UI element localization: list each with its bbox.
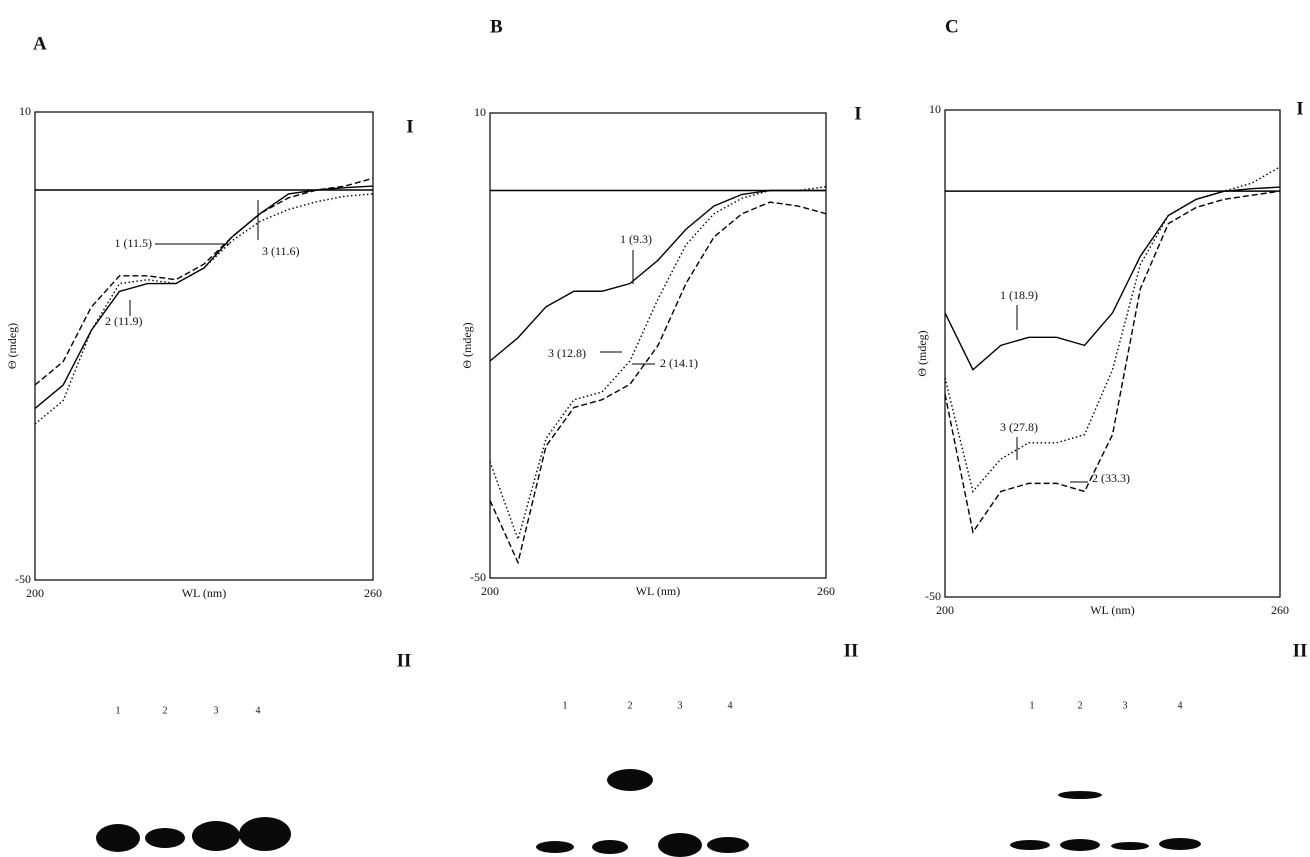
spectrum-line: [490, 187, 826, 540]
spectrum-line: [35, 194, 373, 424]
section-label: I: [854, 103, 861, 124]
section-label: I: [1296, 98, 1303, 119]
gel-band: [536, 841, 574, 853]
curve-annotation: 3 (11.6): [262, 244, 300, 258]
gel-band: [239, 817, 291, 851]
lane-label: 1: [116, 705, 121, 716]
spectrum-line: [35, 178, 373, 385]
lane-label: 4: [256, 705, 261, 716]
x-tick-label: 260: [364, 586, 382, 600]
y-axis-label: Θ (mdeg): [460, 322, 474, 368]
y-tick-label: -50: [925, 589, 941, 603]
gel-band: [658, 833, 702, 857]
x-tick-label: 200: [26, 586, 44, 600]
curve-annotation: 2 (33.3): [1092, 471, 1130, 485]
curve-annotation: 2 (11.9): [105, 314, 143, 328]
y-axis-label: Θ (mdeg): [915, 330, 929, 376]
gel-band: [707, 837, 749, 853]
x-tick-label: 200: [481, 584, 499, 598]
lane-label: 3: [678, 700, 683, 711]
panel-letter: C: [945, 16, 959, 37]
y-axis-label: Θ (mdeg): [5, 323, 19, 369]
lane-label: 2: [1078, 700, 1083, 711]
curve-annotation: 2 (14.1): [660, 356, 698, 370]
x-axis-label: WL (nm): [1090, 603, 1135, 617]
gel-band: [96, 824, 140, 852]
panel-letter: B: [490, 16, 503, 37]
x-tick-label: 260: [817, 584, 835, 598]
panel-letter: A: [33, 33, 47, 54]
x-tick-label: 200: [936, 603, 954, 617]
curve-annotation: 1 (11.5): [114, 236, 152, 250]
y-tick-label: -50: [15, 572, 31, 586]
lane-label: 1: [1030, 700, 1035, 711]
curve-annotation: 1 (9.3): [620, 232, 652, 246]
gel-band: [1058, 791, 1102, 799]
curve-annotation: 1 (18.9): [1000, 288, 1038, 302]
curve-annotation: 3 (27.8): [1000, 420, 1038, 434]
plot-frame: [945, 110, 1280, 597]
plot-frame: [35, 112, 373, 580]
y-tick-label: 10: [474, 105, 486, 119]
gel-band: [1010, 840, 1050, 850]
spectrum-line: [945, 187, 1280, 370]
gel-band: [145, 828, 185, 848]
spectrum-line: [35, 186, 373, 408]
section-label: II: [1293, 640, 1308, 661]
y-tick-label: 10: [929, 102, 941, 116]
curve-annotation: 3 (12.8): [548, 346, 586, 360]
section-label: II: [397, 650, 412, 671]
spectrum-line: [945, 167, 1280, 492]
gel-band: [1111, 842, 1149, 850]
lane-label: 2: [163, 705, 168, 716]
lane-label: 3: [214, 705, 219, 716]
gel-band: [1060, 839, 1100, 851]
spectrum-line: [490, 191, 826, 362]
y-tick-label: -50: [470, 570, 486, 584]
gel-band: [592, 840, 628, 854]
lane-label: 4: [728, 700, 733, 711]
section-label: II: [844, 640, 859, 661]
lane-label: 4: [1178, 700, 1183, 711]
gel-band: [607, 769, 653, 791]
x-axis-label: WL (nm): [182, 586, 227, 600]
lane-label: 2: [628, 700, 633, 711]
figure: AIII123410-50200260WL (nm)Θ (mdeg)1 (11.…: [0, 0, 1310, 857]
section-label: I: [406, 116, 413, 137]
spectrum-line: [490, 202, 826, 562]
lane-label: 3: [1123, 700, 1128, 711]
lane-label: 1: [563, 700, 568, 711]
gel-band: [192, 821, 240, 851]
y-tick-label: 10: [19, 104, 31, 118]
gel-band: [1159, 838, 1201, 850]
x-tick-label: 260: [1271, 603, 1289, 617]
x-axis-label: WL (nm): [636, 584, 681, 598]
